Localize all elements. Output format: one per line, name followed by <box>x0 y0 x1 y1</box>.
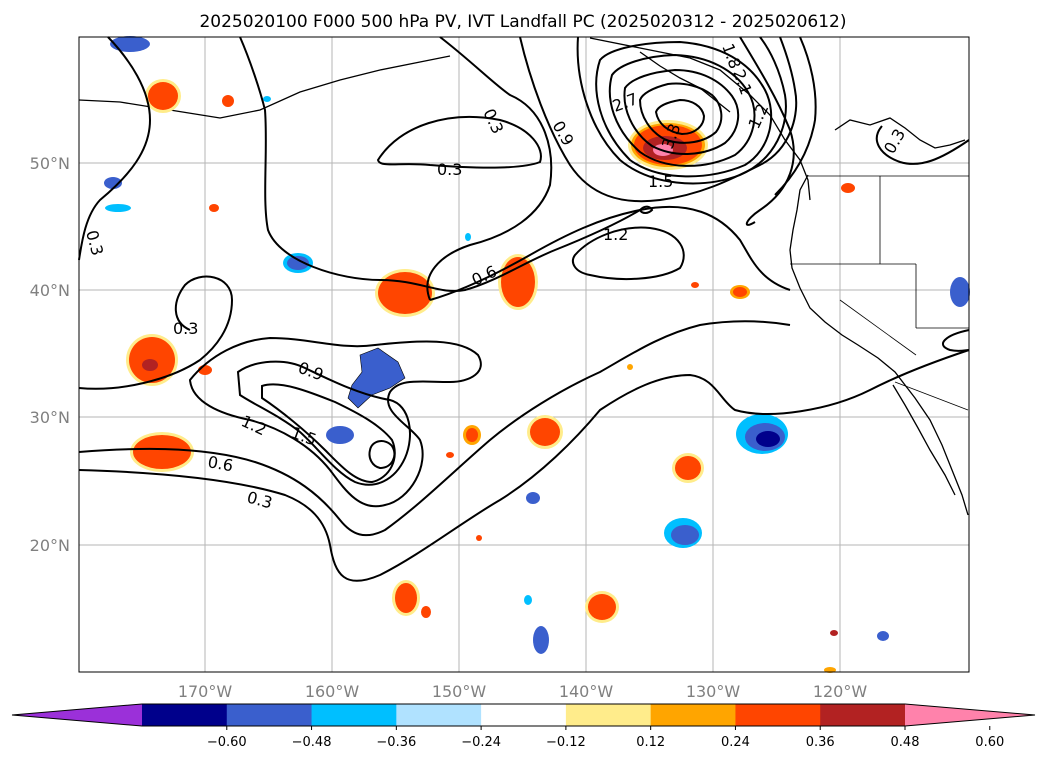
contour-0.3-inland <box>875 125 970 165</box>
colorbar-tick-label: −0.36 <box>376 735 416 750</box>
lat-tick-30n: 30°N <box>30 408 70 427</box>
contour-0.9-loop <box>188 336 482 508</box>
lon-tick-150w: 150°W <box>432 682 487 701</box>
lon-tick-labels: 170°W 160°W 150°W 140°W 130°W 120°W <box>178 682 868 701</box>
pv-positive-anomalies <box>126 79 855 673</box>
lon-tick-120w: 120°W <box>813 682 868 701</box>
contour-1.8-coast <box>739 36 795 226</box>
pv-negative-anomalies <box>104 36 970 654</box>
contour-3.3-gulf <box>654 98 706 136</box>
contour-2.7-gulf <box>638 82 723 144</box>
coastline-us-west <box>789 174 969 516</box>
pv-blob-175w-53n <box>145 79 181 113</box>
colorbar-tick-label: 0.60 <box>975 735 1004 750</box>
coastline-alaska-bc <box>589 37 811 201</box>
contour-0.3-north <box>239 36 641 292</box>
ivt-contours <box>78 36 970 582</box>
contour-1.2-mid <box>571 226 685 281</box>
lat-tick-labels: 50°N 40°N 30°N 20°N <box>30 154 70 555</box>
colorbar-outline <box>11 703 1036 727</box>
pv-blob-155w-39n <box>375 269 435 317</box>
lake-outline <box>834 117 966 149</box>
pv-blob-neg-132w-22n <box>664 518 702 548</box>
colorbar-extend-low <box>12 704 142 726</box>
colorbar-tick-label: −0.12 <box>546 735 586 750</box>
contour-1.5-gulf <box>595 40 773 178</box>
pv-blob-neg-small-group <box>104 36 970 654</box>
political-borders <box>790 175 969 411</box>
colorbar-segment-7 <box>735 704 821 726</box>
contour-0.3-loop <box>78 275 234 390</box>
pv-blob-165w-28n <box>130 432 194 472</box>
colorbar-segment-3 <box>396 704 482 726</box>
border-us-mexico <box>894 381 969 411</box>
coastline-baja-gulf <box>892 384 956 496</box>
map-background <box>79 37 969 672</box>
contour-small-loop <box>638 205 654 214</box>
colorbar-tick-label: 0.48 <box>891 735 920 750</box>
colorbar-tick-label: −0.60 <box>207 735 247 750</box>
colorbar-extend-high <box>905 704 1035 726</box>
contour-1.2-loop <box>236 360 411 486</box>
contour-1.5-loop <box>261 383 396 484</box>
contour-0.3-arc <box>426 36 553 301</box>
pv-blob-neg-126w-29n <box>736 414 788 454</box>
contour-1.2-gulf <box>576 36 787 185</box>
contour-0.3-west <box>78 36 152 261</box>
colorbar-tick-label: −0.48 <box>292 735 332 750</box>
colorbar-tick-label: 0.24 <box>721 735 750 750</box>
lon-tick-170w: 170°W <box>178 682 233 701</box>
contour-1.2-coast <box>774 36 817 196</box>
colorbar-segment-4 <box>481 704 567 726</box>
colorbar-segment-5 <box>565 704 652 726</box>
contour-0.3-south <box>78 349 970 582</box>
contour-2.1-gulf <box>623 68 740 155</box>
contour-1.8-loop <box>368 440 396 470</box>
coastline-aleutians <box>78 55 451 119</box>
lat-tick-20n: 20°N <box>30 536 70 555</box>
contour-0.3-east <box>942 329 970 352</box>
contour-0.9-gulf <box>519 36 798 203</box>
border-ca-nv <box>839 299 917 356</box>
colorbar-tick-label: 0.36 <box>806 735 835 750</box>
map-frame <box>78 36 970 673</box>
colorbar-segment-8 <box>820 704 906 726</box>
map-panel: 0.3 0.3 0.3 0.3 0.3 0.3 0.6 0.6 0.9 0.9 … <box>78 36 970 673</box>
lat-tick-50n: 50°N <box>30 154 70 173</box>
contour-label-1.5-b: 1.5 <box>648 172 673 191</box>
lon-tick-160w: 160°W <box>305 682 360 701</box>
pv-blob-143w-29n <box>527 415 563 449</box>
lat-tick-40n: 40°N <box>30 281 70 300</box>
contour-0.3-closed <box>376 116 542 169</box>
coastlines <box>78 37 969 516</box>
contour-label-0.3-d: 0.3 <box>173 319 198 338</box>
lon-tick-130w: 130°W <box>686 682 741 701</box>
colorbar-segment-2 <box>311 704 397 726</box>
pv-blob-133w-26n <box>672 453 704 483</box>
colorbar-segment-1 <box>226 704 313 726</box>
colorbar: −0.60 −0.48 −0.36 −0.24 −0.12 0.12 0.24 0.36 0.4… <box>11 703 1036 750</box>
pv-blob-152w-15n <box>392 580 420 616</box>
pv-blob-139w-14n <box>585 591 619 623</box>
colorbar-tick-label: −0.24 <box>461 735 501 750</box>
colorbar-segment-0 <box>142 704 228 726</box>
pv-blob-165w-35n <box>126 334 178 386</box>
map-title: 2025020100 F000 500 hPa PV, IVT Landfall… <box>199 12 846 32</box>
pv-blob-neg-165w-44n <box>283 253 313 273</box>
contour-label-0.3-a: 0.3 <box>437 160 462 179</box>
colorbar-tick-label: 0.12 <box>636 735 665 750</box>
gridlines <box>79 37 969 672</box>
lon-tick-140w: 140°W <box>559 682 614 701</box>
contour-label-1.2-b: 1.2 <box>603 225 628 244</box>
contour-label-0.6-b: 0.6 <box>206 452 234 475</box>
contour-1.8-gulf <box>608 53 756 167</box>
colorbar-segment-6 <box>650 704 736 726</box>
contour-0.6-south <box>78 320 791 537</box>
